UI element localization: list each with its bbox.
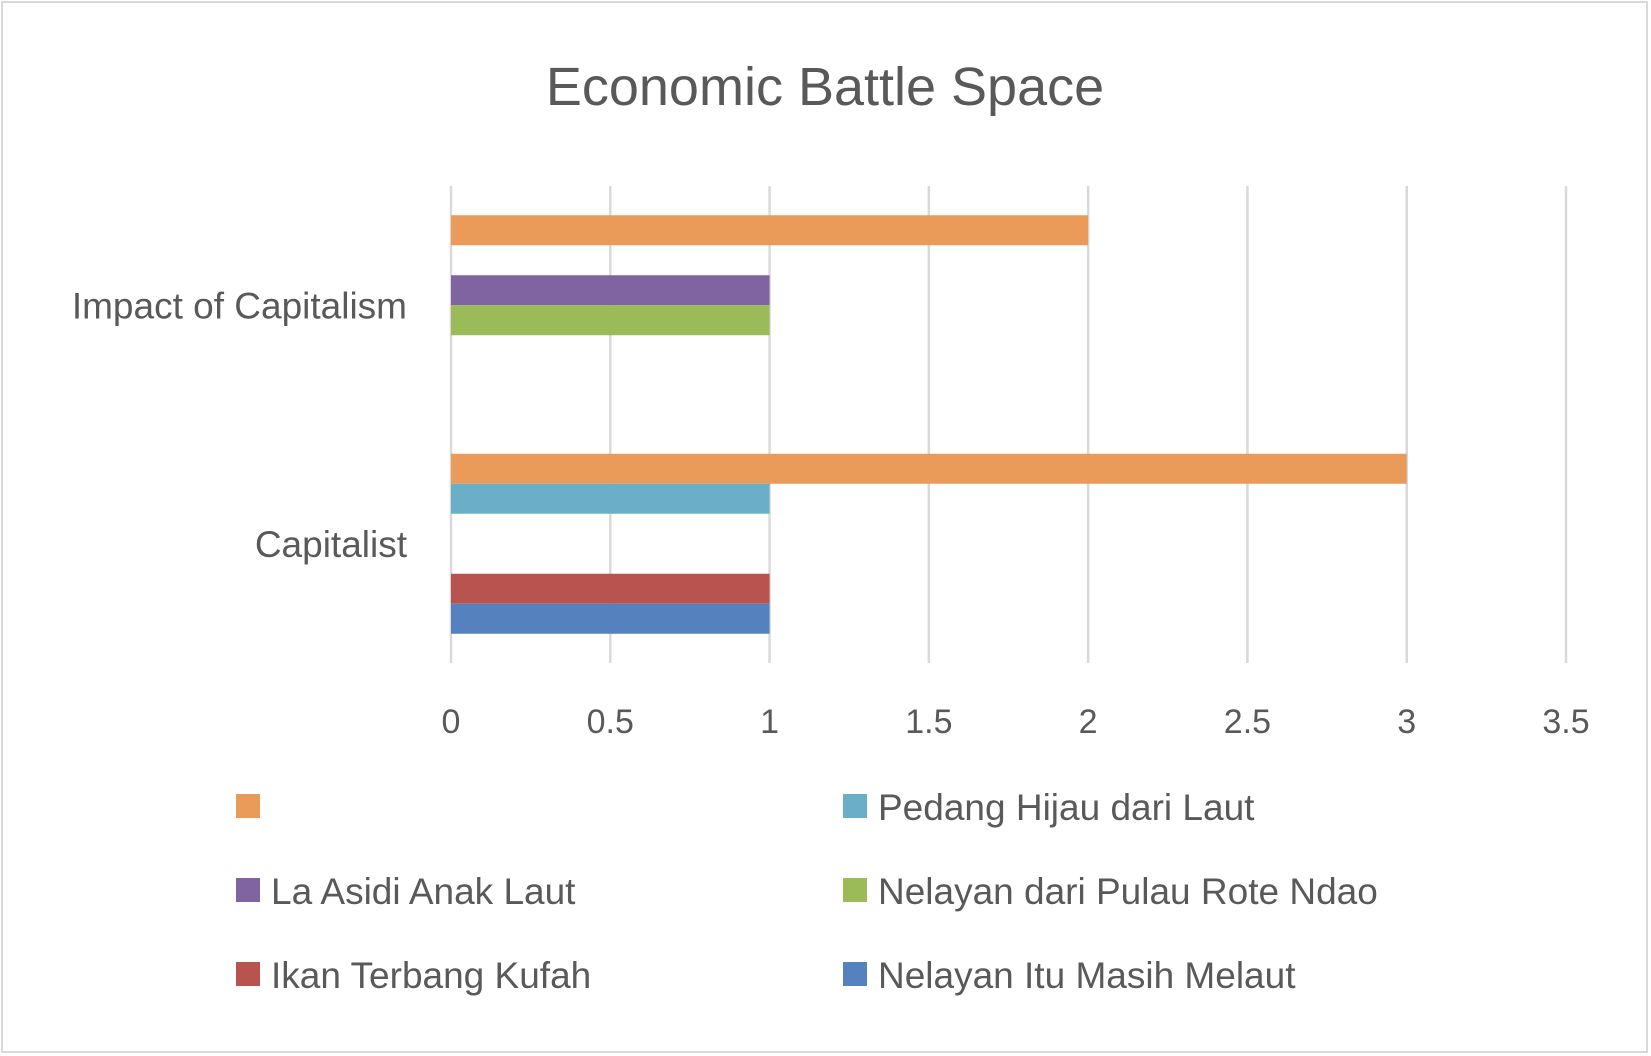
legend-item: Pedang Hijau dari Laut [843, 787, 1255, 828]
bar [451, 573, 770, 604]
x-tick-label: 0.5 [587, 703, 634, 741]
legend-item [236, 794, 260, 818]
bar [451, 305, 770, 336]
bar [451, 483, 770, 514]
bar [451, 603, 770, 634]
bar [451, 453, 1407, 484]
x-tick-label: 3 [1397, 703, 1416, 741]
bar [451, 215, 1089, 246]
bars [451, 215, 1407, 634]
x-tick-label: 2 [1079, 703, 1098, 741]
bar [451, 275, 770, 306]
legend-item: Nelayan Itu Masih Melaut [843, 955, 1296, 996]
legend-swatch [843, 794, 867, 818]
legend-swatch [843, 962, 867, 986]
y-axis-categories: Impact of Capitalism Capitalist [72, 285, 408, 565]
chart-title: Economic Battle Space [546, 57, 1104, 117]
legend-item: Ikan Terbang Kufah [236, 955, 591, 996]
legend-swatch [236, 878, 260, 902]
legend-label: Nelayan dari Pulau Rote Ndao [878, 871, 1378, 912]
x-axis-ticks: 0 0.5 1 1.5 2 2.5 3 3.5 [442, 703, 1590, 741]
x-tick-label: 0 [442, 703, 461, 741]
legend: Pedang Hijau dari Laut La Asidi Anak Laut… [236, 787, 1378, 996]
legend-item: La Asidi Anak Laut [236, 871, 576, 912]
legend-label: La Asidi Anak Laut [271, 871, 576, 912]
legend-item: Nelayan dari Pulau Rote Ndao [843, 871, 1378, 912]
legend-label: Nelayan Itu Masih Melaut [878, 955, 1296, 996]
y-category-label: Impact of Capitalism [72, 285, 407, 326]
y-category-label: Capitalist [255, 524, 408, 565]
legend-swatch [236, 962, 260, 986]
x-tick-label: 2.5 [1224, 703, 1271, 741]
legend-swatch [236, 794, 260, 818]
legend-label: Ikan Terbang Kufah [271, 955, 591, 996]
legend-label: Pedang Hijau dari Laut [878, 787, 1255, 828]
x-tick-label: 3.5 [1542, 703, 1589, 741]
legend-swatch [843, 878, 867, 902]
x-tick-label: 1 [760, 703, 779, 741]
x-tick-label: 1.5 [905, 703, 952, 741]
